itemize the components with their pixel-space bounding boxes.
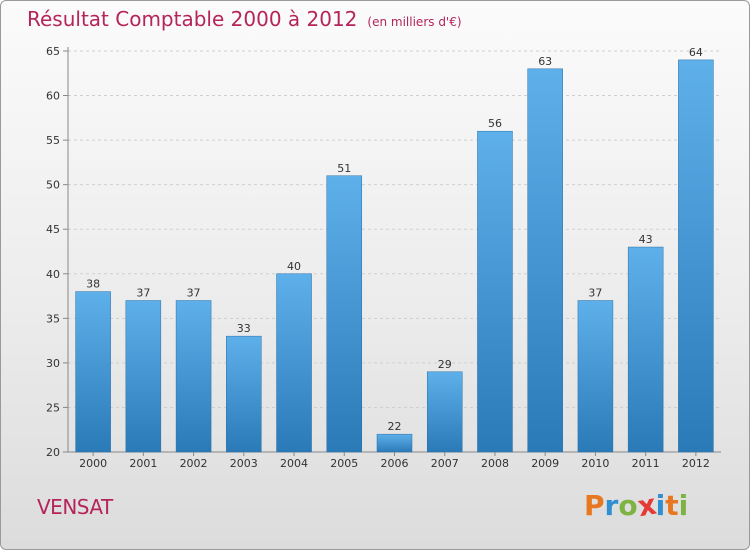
x-tick-label-2005: 2005	[330, 457, 358, 470]
bar-2011	[627, 246, 664, 453]
logo-letter: i	[678, 489, 689, 522]
bar-2007	[426, 371, 463, 453]
bar-2012	[678, 59, 714, 453]
x-tick-label-2008: 2008	[481, 457, 509, 470]
data-label-2010: 37	[588, 287, 602, 300]
x-tick-label-2011: 2011	[632, 457, 660, 470]
data-label-2004: 40	[287, 260, 301, 273]
x-tick-label-2004: 2004	[280, 457, 308, 470]
data-label-2009: 63	[538, 55, 552, 68]
bar-2004	[276, 273, 312, 453]
y-tick-label: 45	[46, 223, 60, 236]
y-tick-label: 30	[46, 357, 60, 370]
data-label-2011: 43	[639, 233, 653, 246]
bar-2008	[477, 130, 513, 453]
chart-subtitle: (en milliers d'€)	[367, 15, 462, 29]
data-label-2001: 37	[136, 287, 150, 300]
data-label-2002: 37	[187, 287, 201, 300]
y-tick-label: 35	[46, 312, 60, 325]
bar-2000	[75, 291, 111, 453]
data-label-2007: 29	[438, 358, 452, 371]
chart-title: Résultat Comptable 2000 à 2012 (en millie…	[27, 7, 462, 31]
chart-title-text: Résultat Comptable 2000 à 2012	[27, 7, 358, 31]
x-tick-label-2003: 2003	[230, 457, 258, 470]
logo-letter: o	[618, 489, 638, 522]
y-tick-label: 50	[46, 179, 60, 192]
logo-letter: t	[665, 489, 679, 522]
y-tick-label: 25	[46, 401, 60, 414]
y-tick-label: 55	[46, 134, 60, 147]
data-label-2005: 51	[337, 162, 351, 175]
bar-2009	[527, 68, 563, 453]
bar-2001	[125, 300, 162, 453]
x-tick-label-2000: 2000	[79, 457, 107, 470]
commune-name: VENSAT	[37, 495, 113, 519]
bar-2005	[326, 175, 363, 453]
logo-letter: P	[584, 489, 605, 522]
data-label-2006: 22	[388, 420, 402, 433]
y-tick-label: 20	[46, 446, 60, 459]
proxiti-logo[interactable]: Proxiti	[584, 488, 689, 524]
logo-letter: i	[655, 489, 666, 522]
x-tick-label-2010: 2010	[581, 457, 609, 470]
x-tick-label-2002: 2002	[180, 457, 208, 470]
bar-2003	[226, 335, 262, 453]
bar-2006	[376, 433, 413, 453]
data-label-2012: 64	[689, 46, 703, 59]
data-label-2000: 38	[86, 278, 100, 291]
x-tick-label-2009: 2009	[531, 457, 559, 470]
data-label-2003: 33	[237, 322, 251, 335]
bar-2010	[577, 300, 614, 453]
data-label-2008: 56	[488, 117, 502, 130]
y-tick-label: 60	[46, 90, 60, 103]
y-tick-label: 40	[46, 268, 60, 281]
x-tick-label-2006: 2006	[381, 457, 409, 470]
bar-2002	[175, 300, 212, 453]
logo-letter: r	[604, 489, 619, 522]
x-tick-label-2007: 2007	[431, 457, 459, 470]
y-tick-label: 65	[46, 45, 60, 58]
x-tick-label-2012: 2012	[682, 457, 710, 470]
x-tick-label-2001: 2001	[129, 457, 157, 470]
